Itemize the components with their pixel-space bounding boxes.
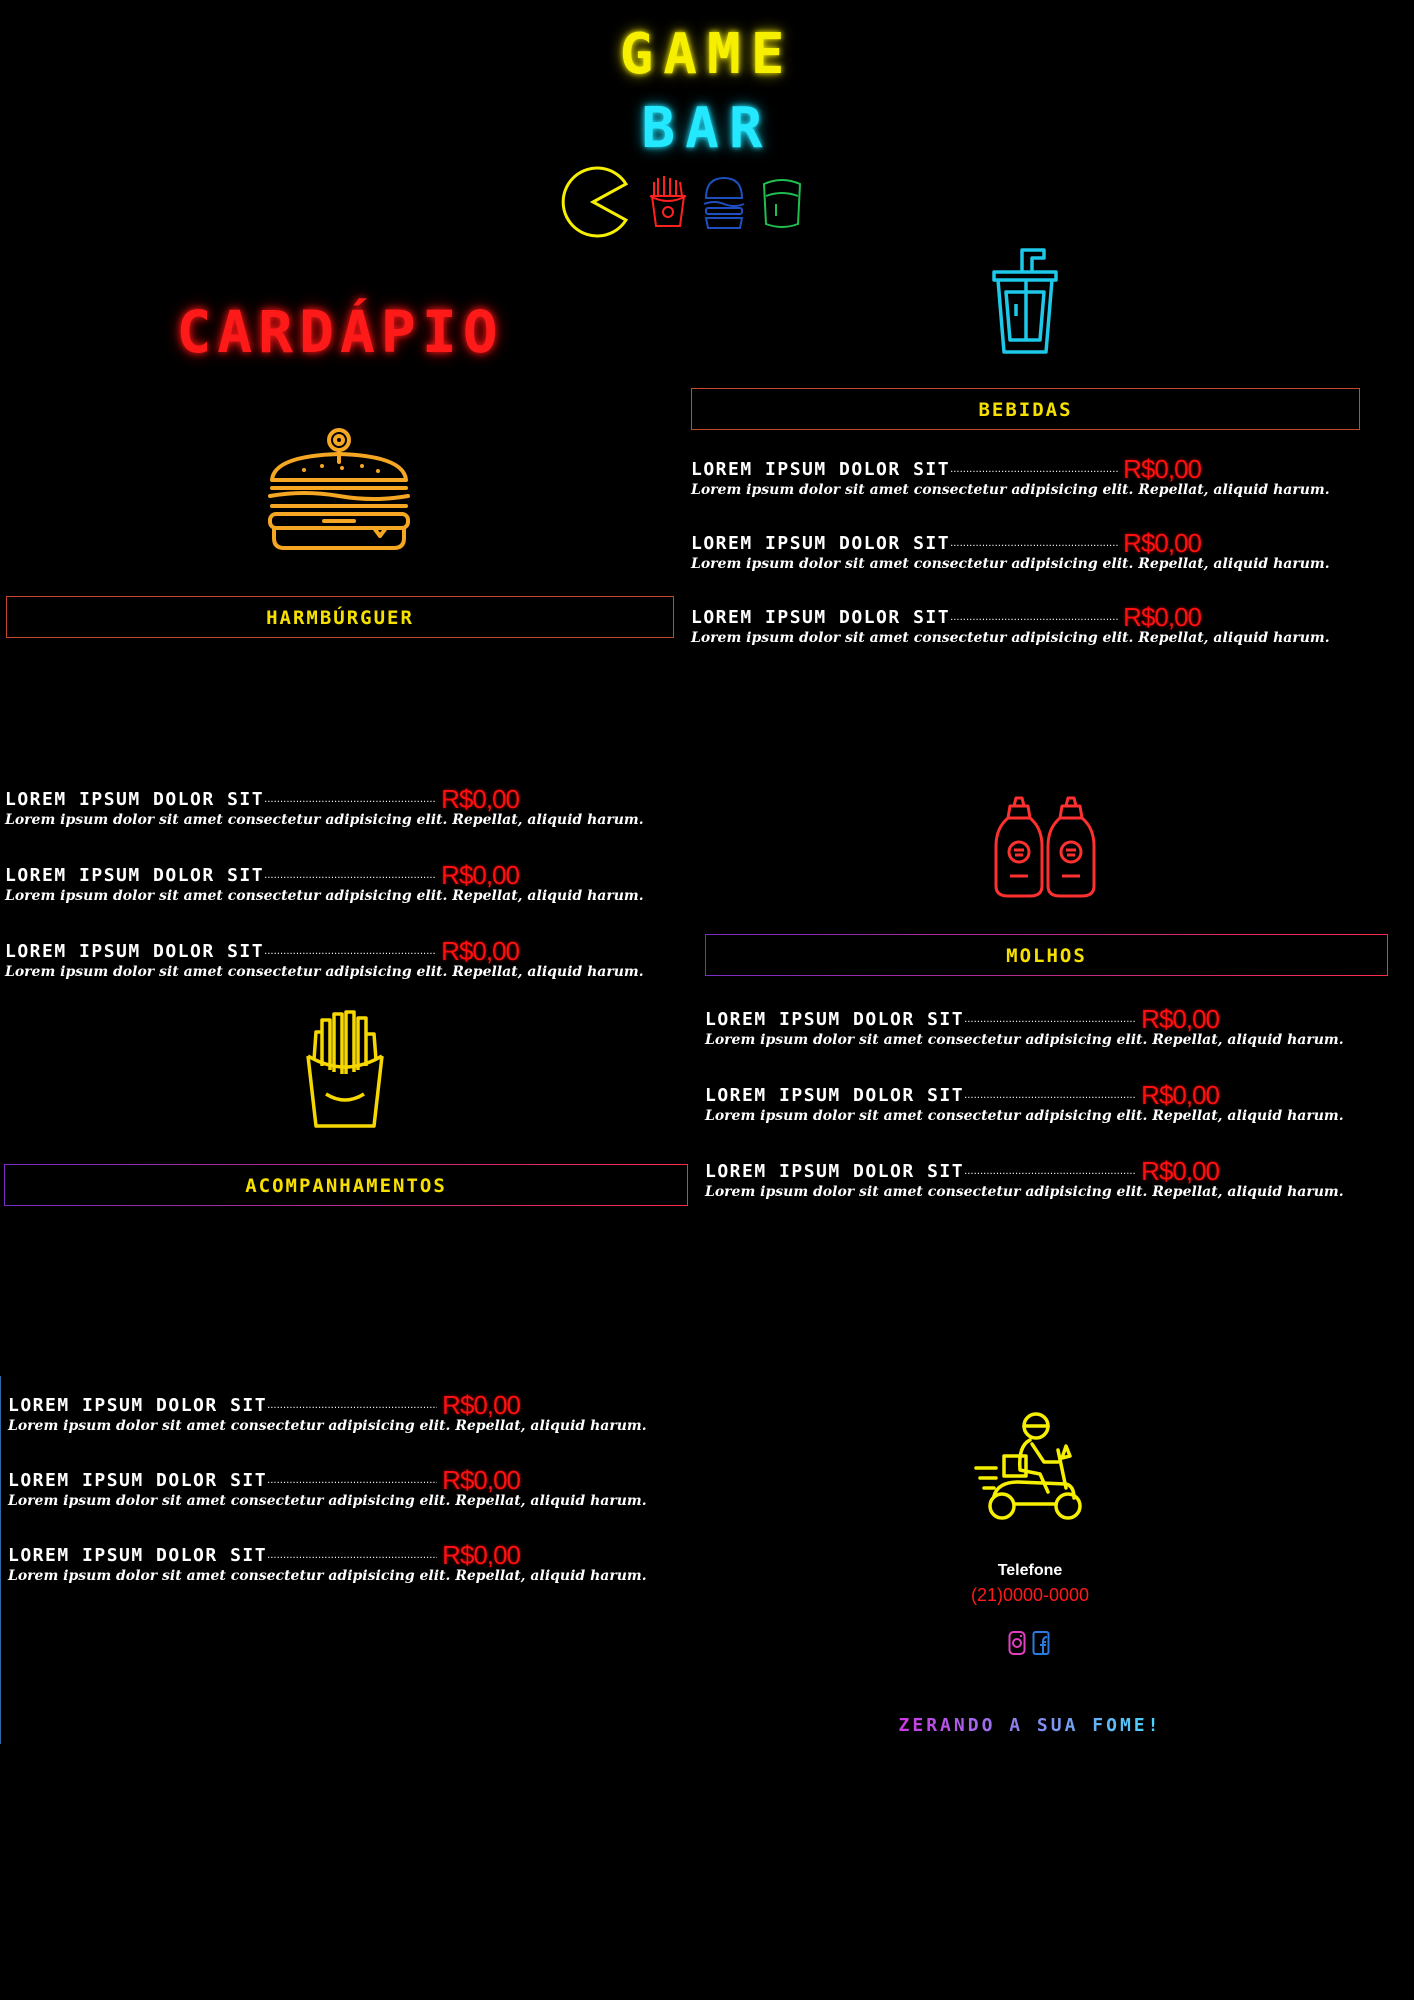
item-leader-dots: ........................................…	[267, 1550, 438, 1561]
list-item: LOREM IPSUM DOLOR SIT...................…	[8, 1465, 688, 1540]
item-leader-dots: ........................................…	[264, 870, 436, 881]
item-name: LOREM IPSUM DOLOR SIT	[691, 459, 951, 480]
cup-icon	[762, 179, 802, 228]
item-name: LOREM IPSUM DOLOR SIT	[691, 607, 951, 628]
section-title-bebidas: BEBIDAS	[691, 388, 1360, 430]
item-description: Lorem ipsum dolor sit amet consectetur a…	[5, 812, 644, 828]
item-description: Lorem ipsum dolor sit amet consectetur a…	[5, 964, 644, 980]
item-price: R$0,00	[1123, 454, 1202, 484]
item-price: R$0,00	[1123, 528, 1202, 558]
item-price: R$0,00	[1141, 1156, 1220, 1186]
list-item: LOREM IPSUM DOLOR SIT...................…	[691, 528, 1391, 602]
item-leader-dots: ........................................…	[964, 1166, 1136, 1177]
divider	[0, 1376, 1, 1744]
list-item: LOREM IPSUM DOLOR SIT...................…	[8, 1540, 688, 1615]
item-description: Lorem ipsum dolor sit amet consectetur a…	[691, 630, 1330, 646]
list-item: LOREM IPSUM DOLOR SIT...................…	[5, 936, 685, 1012]
item-price: R$0,00	[442, 1465, 521, 1495]
list-item: LOREM IPSUM DOLOR SIT...................…	[5, 784, 685, 860]
item-description: Lorem ipsum dolor sit amet consectetur a…	[8, 1568, 647, 1584]
item-name: LOREM IPSUM DOLOR SIT	[8, 1545, 268, 1566]
molhos-items: LOREM IPSUM DOLOR SIT...................…	[705, 1004, 1405, 1232]
item-name: LOREM IPSUM DOLOR SIT	[705, 1085, 965, 1106]
item-name: LOREM IPSUM DOLOR SIT	[8, 1395, 268, 1416]
item-description: Lorem ipsum dolor sit amet consectetur a…	[691, 482, 1330, 498]
telefone-label: Telefone	[997, 1562, 1063, 1579]
item-name: LOREM IPSUM DOLOR SIT	[691, 533, 951, 554]
facebook-icon[interactable]	[1032, 1630, 1050, 1656]
item-description: Lorem ipsum dolor sit amet consectetur a…	[5, 888, 644, 904]
item-description: Lorem ipsum dolor sit amet consectetur a…	[8, 1418, 647, 1434]
hamburger-icon	[268, 428, 410, 550]
item-description: Lorem ipsum dolor sit amet consectetur a…	[8, 1493, 647, 1509]
item-price: R$0,00	[442, 1540, 521, 1570]
item-description: Lorem ipsum dolor sit amet consectetur a…	[705, 1032, 1344, 1048]
tagline: ZERANDO A SUA FOME!	[860, 1715, 1200, 1736]
instagram-icon[interactable]	[1008, 1630, 1026, 1656]
item-leader-dots: ........................................…	[950, 612, 1119, 623]
item-leader-dots: ........................................…	[964, 1014, 1136, 1025]
item-name: LOREM IPSUM DOLOR SIT	[5, 789, 265, 810]
item-leader-dots: ........................................…	[267, 1400, 438, 1411]
item-name: LOREM IPSUM DOLOR SIT	[705, 1161, 965, 1182]
item-name: LOREM IPSUM DOLOR SIT	[705, 1009, 965, 1030]
list-item: LOREM IPSUM DOLOR SIT...................…	[705, 1004, 1405, 1080]
section-title-molhos: MOLHOS	[705, 934, 1388, 976]
item-description: Lorem ipsum dolor sit amet consectetur a…	[705, 1108, 1344, 1124]
item-leader-dots: ........................................…	[267, 1475, 438, 1486]
hamburguer-items: LOREM IPSUM DOLOR SIT...................…	[5, 784, 685, 1012]
pacman-icon	[561, 166, 629, 238]
telefone-number[interactable]: (21)0000-0000	[970, 1585, 1090, 1605]
site-title-game: GAME	[619, 22, 795, 87]
section-title-hamburguer: HARMBÚRGUER	[6, 596, 674, 638]
list-item: LOREM IPSUM DOLOR SIT...................…	[8, 1390, 688, 1465]
item-leader-dots: ........................................…	[950, 464, 1119, 475]
item-price: R$0,00	[1123, 602, 1202, 632]
item-price: R$0,00	[442, 1390, 521, 1420]
item-description: Lorem ipsum dolor sit amet consectetur a…	[691, 556, 1330, 572]
drink-cup-icon	[992, 248, 1058, 354]
site-title-bar: BAR	[641, 96, 773, 161]
item-price: R$0,00	[441, 784, 520, 814]
item-name: LOREM IPSUM DOLOR SIT	[8, 1470, 268, 1491]
item-price: R$0,00	[1141, 1004, 1220, 1034]
burger-icon	[703, 176, 745, 229]
item-leader-dots: ........................................…	[964, 1090, 1136, 1101]
item-leader-dots: ........................................…	[264, 794, 436, 805]
item-name: LOREM IPSUM DOLOR SIT	[5, 865, 265, 886]
item-price: R$0,00	[1141, 1080, 1220, 1110]
list-item: LOREM IPSUM DOLOR SIT...................…	[705, 1080, 1405, 1156]
list-item: LOREM IPSUM DOLOR SIT...................…	[691, 602, 1391, 676]
item-leader-dots: ........................................…	[264, 946, 436, 957]
acompanhamentos-items: LOREM IPSUM DOLOR SIT...................…	[8, 1390, 688, 1615]
item-description: Lorem ipsum dolor sit amet consectetur a…	[705, 1184, 1344, 1200]
list-item: LOREM IPSUM DOLOR SIT...................…	[691, 454, 1391, 528]
item-leader-dots: ........................................…	[950, 538, 1119, 549]
bebidas-items: LOREM IPSUM DOLOR SIT...................…	[691, 454, 1391, 676]
section-title-acompanhamentos: ACOMPANHAMENTOS	[4, 1164, 688, 1206]
fries-icon	[649, 176, 687, 227]
list-item: LOREM IPSUM DOLOR SIT...................…	[705, 1156, 1405, 1232]
item-price: R$0,00	[441, 860, 520, 890]
list-item: LOREM IPSUM DOLOR SIT...................…	[5, 860, 685, 936]
sauce-bottles-icon	[994, 796, 1096, 898]
delivery-scooter-icon	[974, 1412, 1082, 1520]
item-price: R$0,00	[441, 936, 520, 966]
fries-icon	[306, 1010, 384, 1128]
menu-title: CARDÁPIO	[176, 298, 504, 366]
item-name: LOREM IPSUM DOLOR SIT	[5, 941, 265, 962]
